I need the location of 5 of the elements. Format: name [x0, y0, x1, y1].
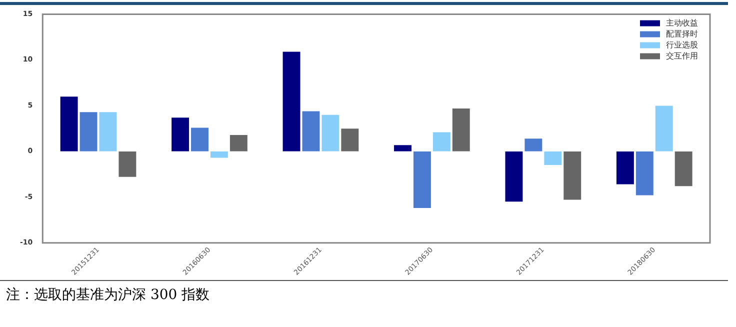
- legend-label: 主动收益: [666, 18, 698, 28]
- text: 注：选取的基准为沪深 300 指数: [6, 286, 210, 305]
- legend-label: 配置择时: [666, 29, 698, 38]
- legend-label: 行业选股: [666, 40, 698, 50]
- legend-label: 交互作用: [666, 51, 698, 60]
